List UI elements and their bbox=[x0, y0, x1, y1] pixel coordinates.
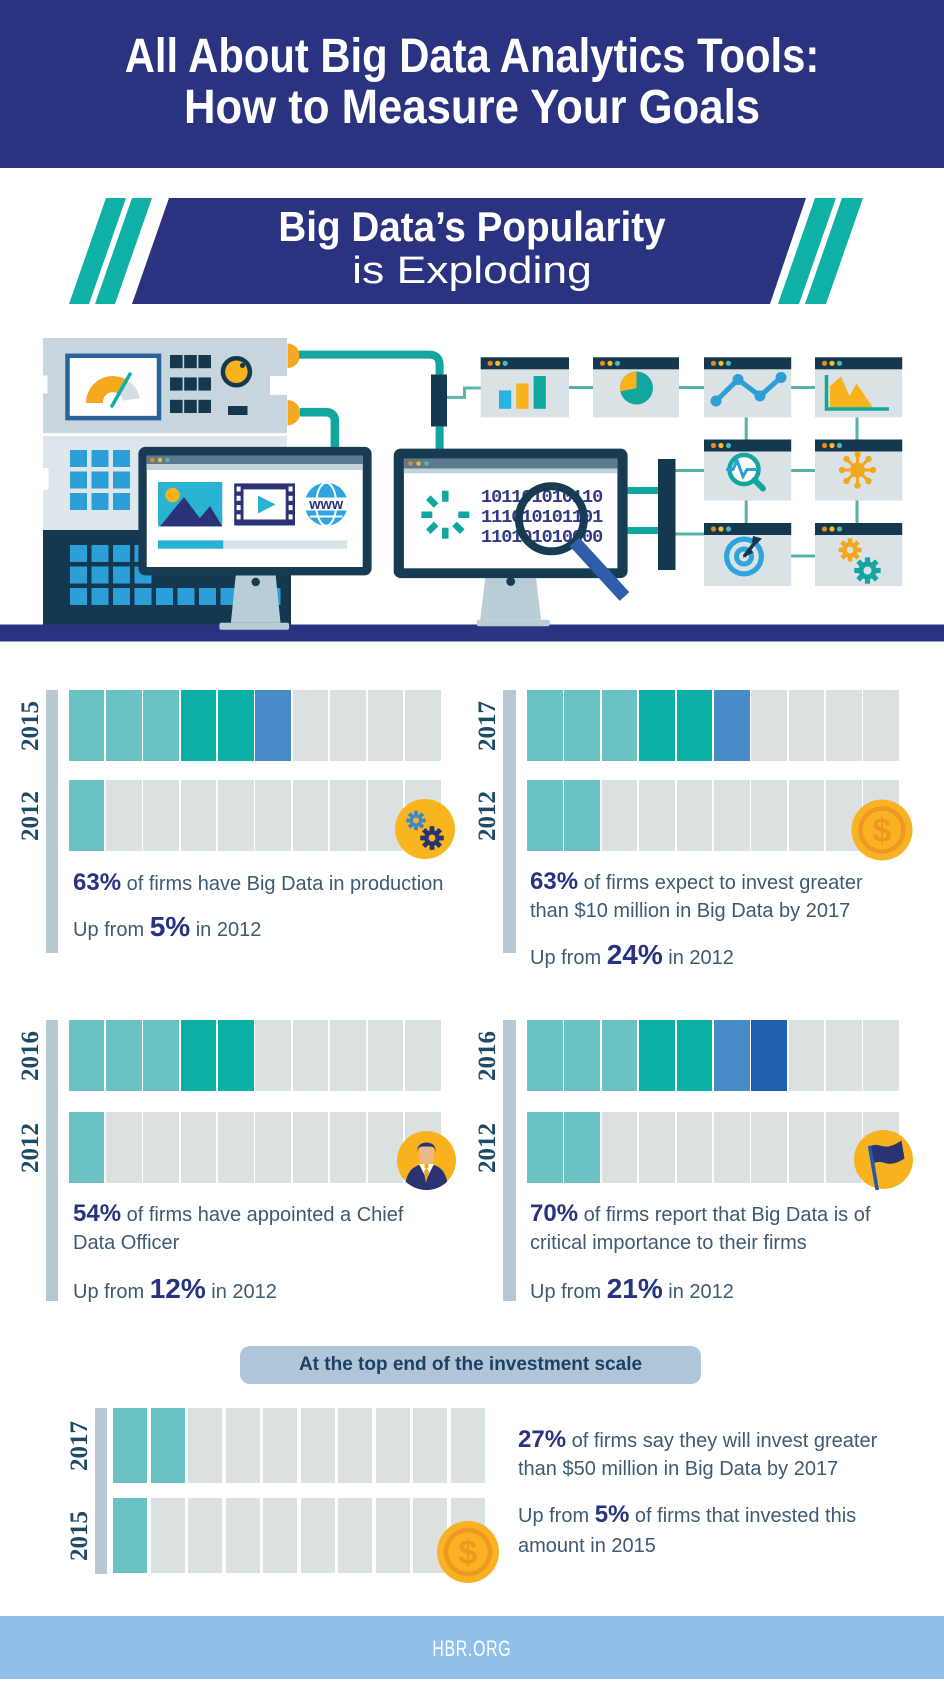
svg-text:111010101101: 111010101101 bbox=[481, 507, 603, 528]
svg-text:www: www bbox=[308, 497, 344, 513]
svg-text:$: $ bbox=[459, 1534, 478, 1572]
svg-text:$: $ bbox=[873, 812, 892, 850]
